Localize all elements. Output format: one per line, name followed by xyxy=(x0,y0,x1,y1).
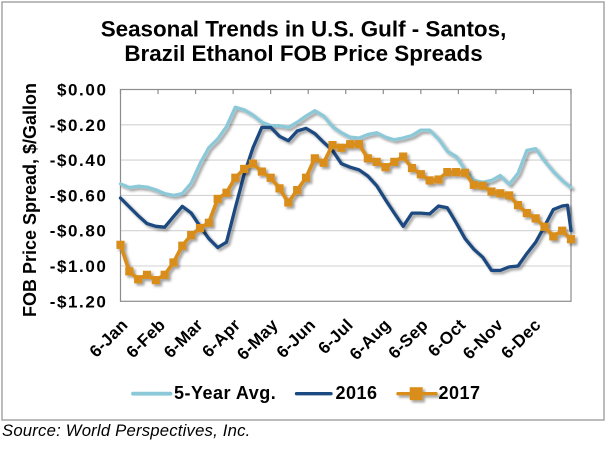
svg-text:-$0.40: -$0.40 xyxy=(50,151,108,170)
svg-text:-$1.20: -$1.20 xyxy=(50,292,108,311)
svg-text:Brazil Ethanol FOB Price Sprea: Brazil Ethanol FOB Price Spreads xyxy=(124,41,482,66)
svg-text:2016: 2016 xyxy=(336,383,378,403)
svg-text:FOB Price Spread, $/Gallon: FOB Price Spread, $/Gallon xyxy=(20,83,40,317)
svg-text:-$0.20: -$0.20 xyxy=(50,116,108,135)
svg-text:5-Year Avg.: 5-Year Avg. xyxy=(174,383,276,403)
svg-text:-$0.80: -$0.80 xyxy=(50,222,108,241)
svg-text:Source: World Perspectives, In: Source: World Perspectives, Inc. xyxy=(2,421,250,440)
svg-text:2017: 2017 xyxy=(439,383,481,403)
svg-text:-$0.60: -$0.60 xyxy=(50,186,108,205)
svg-text:-$1.00: -$1.00 xyxy=(50,257,108,276)
svg-text:$0.00: $0.00 xyxy=(57,81,108,100)
svg-text:Seasonal Trends in U.S. Gulf -: Seasonal Trends in U.S. Gulf - Santos, xyxy=(101,17,507,42)
